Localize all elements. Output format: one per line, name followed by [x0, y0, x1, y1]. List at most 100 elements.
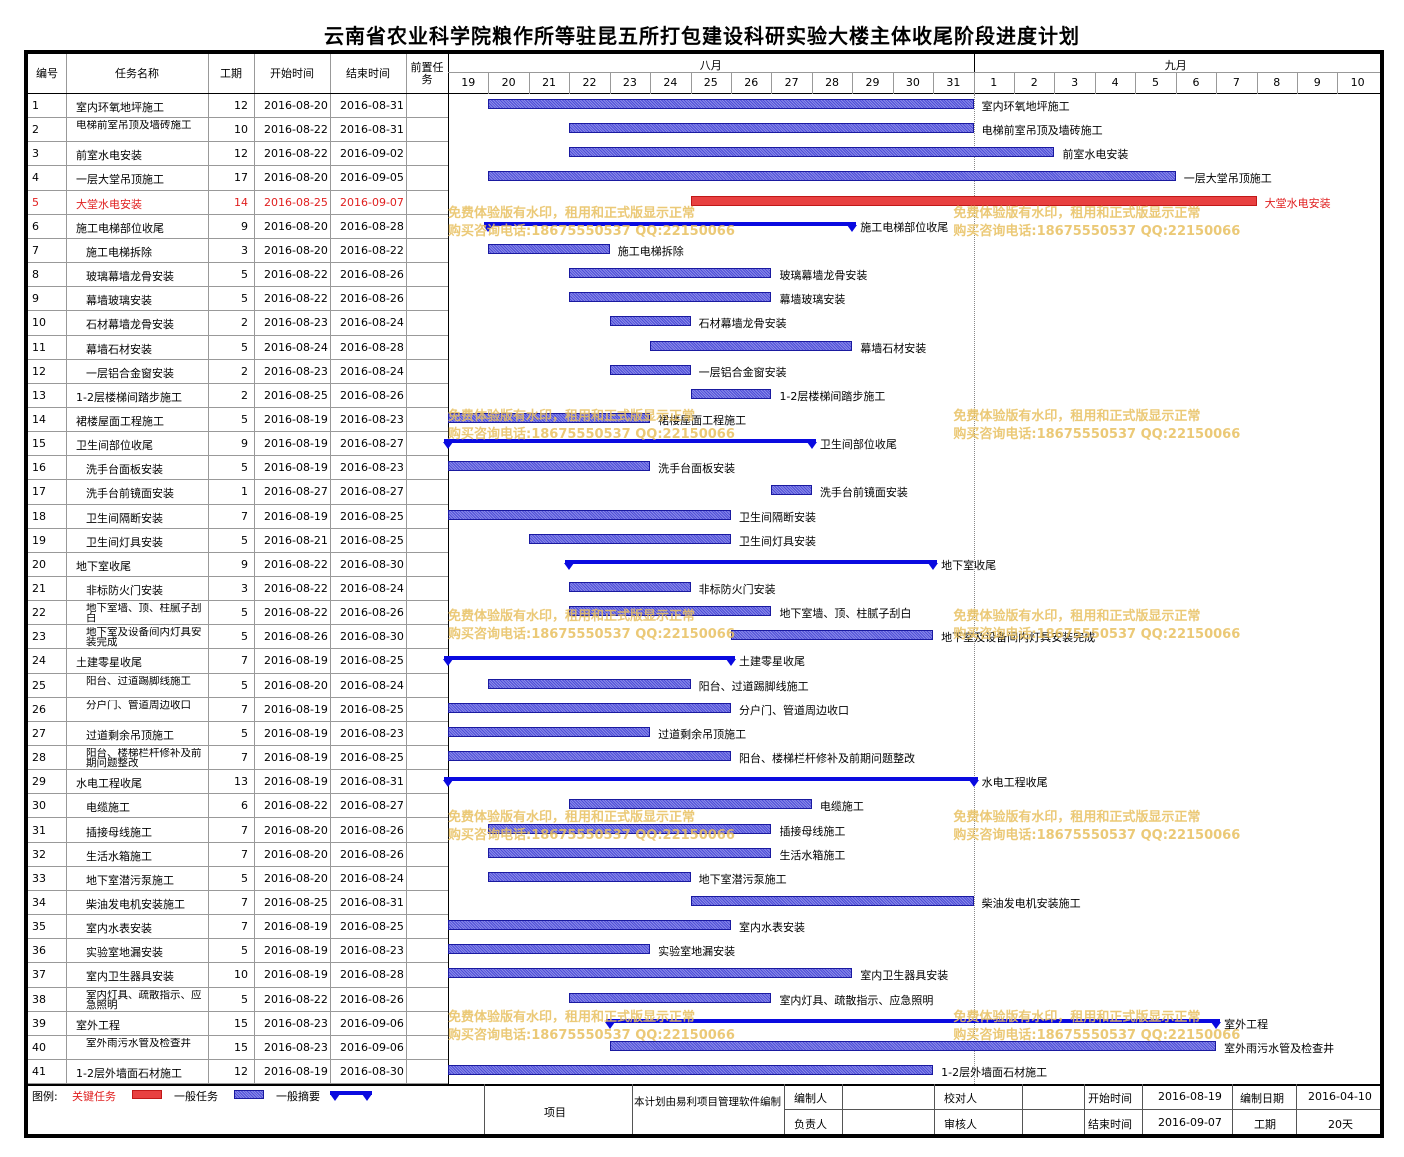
row-divider: [28, 479, 448, 480]
bar-label: 分户门、管道周边收口: [739, 703, 849, 717]
task-duration: 5: [241, 606, 248, 620]
summary-start-marker: [604, 1021, 615, 1029]
task-end: 2016-08-27: [340, 437, 404, 451]
row-divider: [28, 648, 448, 649]
task-start: 2016-08-22: [264, 992, 328, 1006]
task-name: 前室水电安装: [76, 149, 142, 163]
summary-bar: [444, 656, 735, 661]
task-duration: 7: [241, 654, 248, 668]
watermark: 免费体验版有水印，租用和正式版显示正常 购买咨询电话:18675550537 QQ…: [953, 205, 1240, 241]
bar-label: 卫生间灯具安装: [739, 534, 816, 548]
task-id: 17: [32, 485, 46, 499]
row-divider: [28, 987, 448, 988]
task-start: 2016-08-20: [264, 171, 328, 185]
task-id: 4: [32, 171, 39, 185]
task-duration: 5: [241, 533, 248, 547]
task-duration: 5: [241, 678, 248, 692]
summary-start-marker: [483, 224, 494, 232]
bar-label: 室内灯具、疏散指示、应急照明: [779, 993, 934, 1007]
task-duration: 17: [234, 171, 248, 185]
task-start: 2016-08-26: [264, 630, 328, 644]
task-start: 2016-08-20: [264, 219, 328, 233]
task-id: 13: [32, 388, 46, 402]
row-divider: [28, 1083, 448, 1084]
task-duration: 5: [241, 992, 248, 1006]
row-divider: [28, 721, 448, 722]
normal-task-bar: [569, 992, 772, 1003]
task-id: 2: [32, 123, 39, 137]
legend-critical-label: 关键任务: [72, 1090, 116, 1103]
task-start: 2016-08-19: [264, 944, 328, 958]
task-start: 2016-08-23: [264, 1016, 328, 1030]
task-name: 卫生间部位收尾: [76, 439, 153, 453]
task-duration: 7: [241, 847, 248, 861]
normal-task-bar: [731, 630, 934, 641]
task-duration: 7: [241, 895, 248, 909]
task-start: 2016-08-27: [264, 485, 328, 499]
task-end: 2016-08-24: [340, 871, 404, 885]
header-name: 任务名称: [115, 67, 159, 80]
day-divider: [852, 72, 854, 94]
task-id: 23: [32, 630, 46, 644]
software-note: 本计划由易利项目管理软件编制: [634, 1096, 781, 1108]
task-id: 9: [32, 292, 39, 306]
task-end: 2016-08-25: [340, 654, 404, 668]
task-name: 施工电梯拆除: [86, 245, 152, 259]
end-label: 结束时间: [1088, 1118, 1132, 1131]
task-id: 27: [32, 726, 46, 740]
bar-label: 施工电梯拆除: [617, 244, 684, 258]
task-start: 2016-08-19: [264, 702, 328, 716]
summary-end-marker: [968, 780, 979, 788]
bar-label: 石材幕墙龙骨安装: [698, 317, 787, 331]
day-tick-label: 28: [825, 76, 840, 89]
summary-bar: [444, 439, 816, 444]
task-id: 26: [32, 702, 46, 716]
task-end: 2016-08-25: [340, 533, 404, 547]
task-name: 地下室及设备间内灯具安装完成: [86, 627, 202, 649]
task-end: 2016-08-23: [340, 944, 404, 958]
day-divider: [1256, 72, 1258, 94]
task-end: 2016-08-26: [340, 292, 404, 306]
normal-task-bar: [488, 847, 772, 858]
task-id: 36: [32, 944, 46, 958]
row-divider: [28, 938, 448, 939]
task-name: 分户门、管道周边收口: [86, 699, 191, 711]
watermark-line: 免费体验版有水印，租用和正式版显示正常: [953, 408, 1201, 424]
task-end: 2016-08-27: [340, 799, 404, 813]
normal-task-bar: [488, 243, 610, 254]
task-name: 1-2层楼梯间踏步施工: [76, 390, 182, 404]
row-divider: [28, 1059, 448, 1060]
summary-end-marker: [726, 659, 736, 667]
task-duration: 12: [234, 99, 248, 112]
bar-label: 地下室及设备间内灯具安装完成: [941, 631, 1096, 645]
task-duration: 5: [241, 871, 248, 885]
task-end: 2016-08-24: [340, 364, 404, 378]
day-tick-label: 22: [582, 76, 597, 89]
bar-label: 室内卫生器具安装: [860, 969, 949, 983]
task-name: 阳台、过道踢脚线施工: [86, 675, 191, 687]
row-divider: [28, 190, 448, 191]
bar-label: 裙楼屋面工程施工: [658, 413, 747, 427]
task-end: 2016-08-24: [340, 678, 404, 692]
task-id: 24: [32, 654, 46, 668]
day-tick-label: 23: [622, 76, 637, 89]
normal-task-bar: [528, 533, 731, 544]
day-tick-label: 31: [946, 76, 961, 89]
task-name: 大堂水电安装: [76, 197, 142, 211]
gantt-chart: 编号 任务名称 工期 开始时间 结束时间 前置任务 八月 九月 19 20 21 22 23…: [24, 50, 1384, 1138]
task-name: 玻璃幕墙龙骨安装: [86, 270, 174, 284]
normal-task-bar: [609, 1040, 1217, 1051]
task-end: 2016-08-23: [340, 461, 404, 475]
task-name: 生活水箱施工: [86, 849, 152, 863]
normal-task-bar: [771, 485, 812, 496]
footer-divider: [484, 1084, 485, 1134]
row-divider: [28, 552, 448, 553]
column-divider: [448, 54, 449, 1084]
bar-label: 1-2层楼梯间踏步施工: [779, 389, 886, 403]
date-label: 编制日期: [1240, 1092, 1284, 1105]
task-start: 2016-08-25: [264, 895, 328, 909]
bar-label: 生活水箱施工: [779, 848, 846, 862]
task-start: 2016-08-19: [264, 968, 328, 982]
task-start: 2016-08-23: [264, 1040, 328, 1054]
task-start: 2016-08-22: [264, 292, 328, 306]
